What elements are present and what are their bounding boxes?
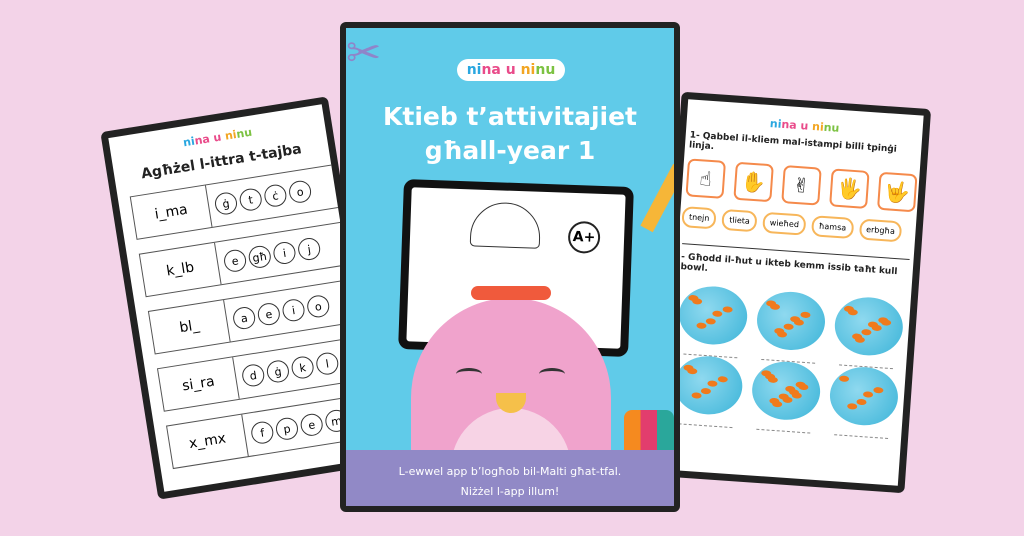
clownfish-icon <box>783 323 794 331</box>
clownfish-icon <box>686 368 697 375</box>
clownfish-icon <box>847 309 858 316</box>
crayons-icon <box>624 410 674 450</box>
pencil-icon <box>640 163 674 233</box>
clownfish-icon <box>791 391 803 399</box>
letter-option: i <box>271 240 298 266</box>
hand-counting-icon: ✌ <box>781 165 822 206</box>
clownfish-icon <box>873 386 884 394</box>
clownfish-icon <box>717 375 728 383</box>
letter-option: t <box>238 186 264 213</box>
letter-option: a <box>231 305 257 331</box>
hand-counting-icon: 🖐 <box>829 168 870 209</box>
letter-option: għ <box>247 244 273 270</box>
brand-logo: nina u ninu <box>457 59 565 81</box>
clownfish-icon <box>776 331 788 338</box>
letter-option: f <box>249 420 275 446</box>
clownfish-icon <box>881 319 892 327</box>
letter-option: o <box>287 179 313 205</box>
clownfish-icon <box>846 403 858 410</box>
a-plus-grade-icon: A+ <box>567 220 601 254</box>
clownfish-icon <box>691 392 702 399</box>
clownfish-icon <box>695 322 707 330</box>
letter-option: k <box>290 354 316 381</box>
clownfish-icon <box>854 336 866 344</box>
fish-bowl <box>750 359 823 423</box>
fish-bowl <box>827 364 900 428</box>
missing-letter-word: bl_ <box>149 299 231 354</box>
clownfish-icon <box>769 303 780 311</box>
missing-letter-word: si_ra <box>158 357 240 411</box>
clownfish-icon <box>839 375 850 383</box>
clownfish-icon <box>871 324 882 331</box>
clownfish-icon <box>798 384 809 391</box>
headband <box>471 286 551 300</box>
right-worksheet-page: nina u ninu 1- Qabbel il-kliem mal-istam… <box>654 91 932 494</box>
fish-bowl <box>755 289 827 353</box>
letter-option: p <box>274 416 300 442</box>
jellyfish-drawing <box>469 201 542 249</box>
number-word: tnejn <box>681 206 718 230</box>
activity-book-cover: nina u ninu ✂ Ktieb t’attivitajiet għall-… <box>340 22 680 512</box>
clownfish-icon <box>767 376 778 384</box>
clownfish-icon <box>722 305 733 313</box>
missing-letter-word: x_mx <box>167 414 249 468</box>
number-word: wieħed <box>762 211 807 236</box>
letter-options: e għ i j <box>215 227 323 285</box>
clownfish-icon <box>707 380 718 387</box>
letter-option: e <box>256 301 282 327</box>
letter-option: j <box>296 236 322 262</box>
fish-bowl <box>677 284 750 347</box>
clownfish-icon <box>861 328 872 336</box>
letter-option: ġ <box>265 358 291 385</box>
clownfish-icon <box>800 311 811 318</box>
letter-option: l <box>314 351 340 377</box>
clownfish-icon <box>772 400 783 408</box>
letter-option: ċ <box>262 183 288 209</box>
clownfish-icon <box>712 310 723 317</box>
letter-option: i <box>280 297 307 323</box>
number-word: ħamsa <box>811 215 854 240</box>
letter-option: e <box>299 412 325 438</box>
hand-counting-icon: ✋ <box>733 161 774 203</box>
clownfish-icon <box>863 390 874 398</box>
hand-counting-icon: 🤟 <box>876 171 918 213</box>
cover-title: Ktieb t’attivitajiet għall-year 1 <box>383 102 637 165</box>
hand-counting-icon: ☝ <box>685 158 727 199</box>
missing-letter-word: k_lb <box>139 242 222 297</box>
number-word: erbgħa <box>858 218 903 243</box>
letter-option: d <box>240 362 266 388</box>
cover-footer: L-ewwel app b’logħob bil-Malti għat-tfal… <box>346 450 674 506</box>
letter-option: e <box>222 248 248 274</box>
clownfish-icon <box>856 398 867 406</box>
letter-option: o <box>305 293 331 319</box>
scissors-icon: ✂ <box>346 28 382 77</box>
clownfish-icon <box>700 387 712 395</box>
number-word: tlieta <box>721 208 758 233</box>
clownfish-icon <box>705 317 717 325</box>
clownfish-icon <box>781 396 793 403</box>
fish-bowl <box>672 354 745 417</box>
fish-bowl <box>832 295 905 358</box>
clownfish-icon <box>691 298 702 305</box>
missing-letter-word: i_ma <box>130 185 213 239</box>
letter-option: ġ <box>213 190 239 217</box>
clownfish-icon <box>793 318 804 326</box>
